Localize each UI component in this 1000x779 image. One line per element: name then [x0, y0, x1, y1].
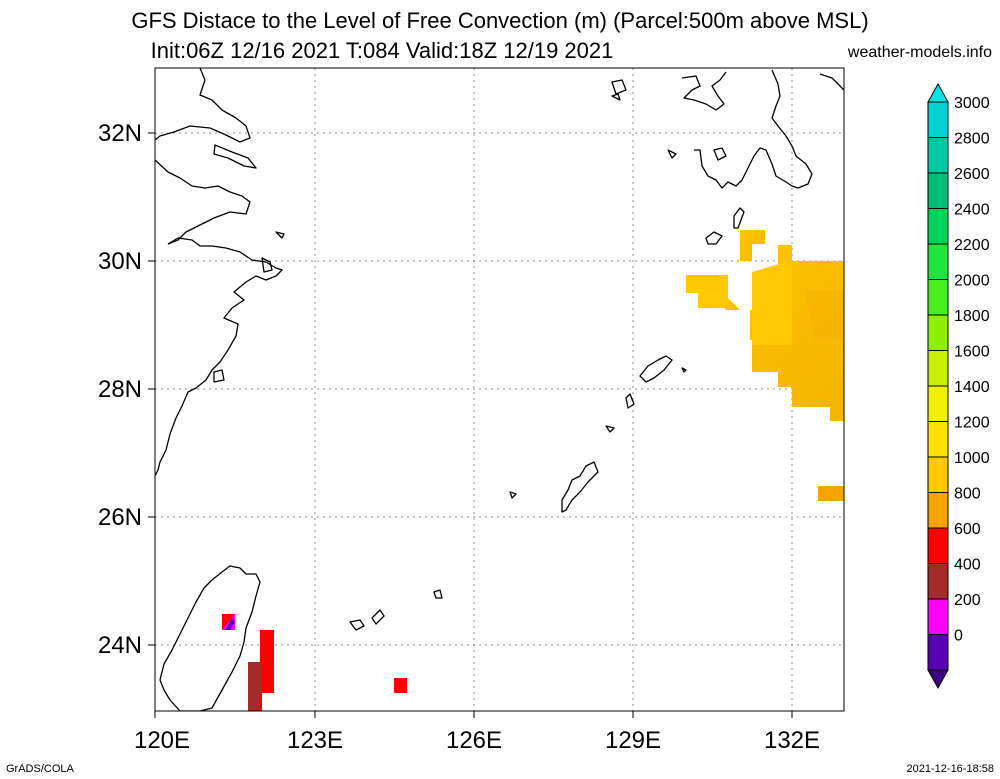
colorbar-label: 400: [954, 557, 981, 574]
colorbar-label: 1600: [954, 344, 990, 361]
lon-label: 132E: [764, 727, 820, 754]
colorbar-label: 1200: [954, 415, 990, 432]
colorbar-swatch: [927, 421, 949, 458]
axis-ticks: [148, 132, 793, 718]
lon-label: 123E: [287, 727, 343, 754]
colorbar-label: 2200: [954, 237, 990, 254]
colorbar: 3000280026002400220020001800160014001200…: [927, 82, 990, 690]
longitude-labels: 120E 123E 126E 129E 132E: [134, 727, 820, 754]
lon-label: 120E: [134, 727, 190, 754]
site-credit: weather-models.info: [847, 44, 992, 61]
colorbar-swatch: [927, 101, 949, 138]
colorbar-swatch: [927, 598, 949, 635]
colorbar-label: 0: [954, 628, 963, 645]
colorbar-swatch: [927, 208, 949, 245]
lat-label: 28N: [98, 376, 142, 403]
colorbar-swatch: [927, 527, 949, 564]
lat-label: 24N: [98, 632, 142, 659]
footer-software: GrADS/COLA: [6, 763, 74, 775]
colorbar-swatch: [927, 634, 949, 671]
colorbar-swatch: [927, 385, 949, 422]
colorbar-label: 1400: [954, 379, 990, 396]
colorbar-label: 800: [954, 486, 981, 503]
colorbar-bottom-arrow: [927, 669, 949, 690]
lfc-shading: [222, 230, 844, 711]
lon-label: 129E: [605, 727, 661, 754]
colorbar-swatch: [927, 492, 949, 529]
colorbar-swatch: [927, 350, 949, 387]
colorbar-swatch: [927, 172, 949, 209]
lon-label: 126E: [446, 727, 502, 754]
colorbar-label: 1000: [954, 450, 990, 467]
colorbar-top-arrow: [927, 82, 949, 103]
colorbar-swatch: [927, 456, 949, 493]
map-title: GFS Distace to the Level of Free Convect…: [131, 8, 869, 33]
colorbar-label: 2000: [954, 273, 990, 290]
colorbar-label: 2600: [954, 166, 990, 183]
colorbar-swatch: [927, 279, 949, 316]
footer-timestamp: 2021-12-16-18:58: [906, 763, 994, 775]
coastlines: [155, 68, 844, 711]
colorbar-label: 2400: [954, 202, 990, 219]
lat-label: 32N: [98, 120, 142, 147]
latitude-labels: 32N 30N 28N 26N 24N: [98, 120, 142, 659]
colorbar-label: 200: [954, 592, 981, 609]
colorbar-swatch: [927, 137, 949, 174]
colorbar-label: 2800: [954, 131, 990, 148]
colorbar-swatch: [927, 243, 949, 280]
map-subtitle: Init:06Z 12/16 2021 T:084 Valid:18Z 12/1…: [150, 38, 614, 63]
colorbar-swatch: [927, 314, 949, 351]
lat-label: 30N: [98, 248, 142, 275]
colorbar-label: 600: [954, 521, 981, 538]
colorbar-swatch: [927, 563, 949, 600]
colorbar-label: 1800: [954, 308, 990, 325]
lat-label: 26N: [98, 504, 142, 531]
colorbar-label: 3000: [954, 95, 990, 112]
